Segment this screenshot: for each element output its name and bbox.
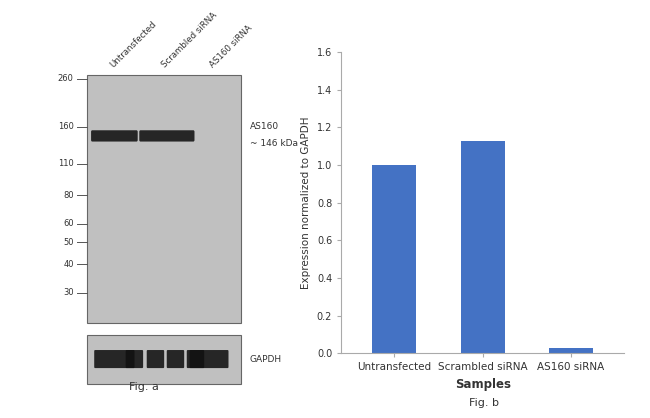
Bar xyxy=(461,141,504,353)
Text: Fig. a: Fig. a xyxy=(129,382,159,392)
Text: AS160 siRNA: AS160 siRNA xyxy=(209,23,254,69)
Bar xyxy=(372,165,417,353)
FancyBboxPatch shape xyxy=(125,350,143,368)
Text: 80: 80 xyxy=(63,191,73,200)
Bar xyxy=(86,334,241,384)
Text: Scrambled siRNA: Scrambled siRNA xyxy=(161,10,219,69)
Text: 110: 110 xyxy=(58,159,73,168)
Text: 30: 30 xyxy=(63,288,73,297)
FancyBboxPatch shape xyxy=(190,350,229,368)
Text: 260: 260 xyxy=(58,74,73,83)
Text: GAPDH: GAPDH xyxy=(250,354,281,364)
Text: Fig. b: Fig. b xyxy=(469,398,499,408)
FancyBboxPatch shape xyxy=(167,350,184,368)
Text: 40: 40 xyxy=(63,260,73,269)
Bar xyxy=(549,348,593,353)
Text: AS160: AS160 xyxy=(250,122,279,131)
Text: 60: 60 xyxy=(63,219,73,229)
Text: 50: 50 xyxy=(63,237,73,247)
FancyBboxPatch shape xyxy=(139,130,194,142)
X-axis label: Samples: Samples xyxy=(454,378,511,391)
Text: ~ 146 kDa: ~ 146 kDa xyxy=(250,139,298,148)
FancyBboxPatch shape xyxy=(147,350,164,368)
FancyBboxPatch shape xyxy=(91,130,138,142)
Bar xyxy=(86,75,241,324)
Text: 160: 160 xyxy=(58,122,73,131)
FancyBboxPatch shape xyxy=(94,350,135,368)
Y-axis label: Expression normalized to GAPDH: Expression normalized to GAPDH xyxy=(302,117,311,289)
Text: Untransfected: Untransfected xyxy=(108,20,158,69)
FancyBboxPatch shape xyxy=(187,350,204,368)
